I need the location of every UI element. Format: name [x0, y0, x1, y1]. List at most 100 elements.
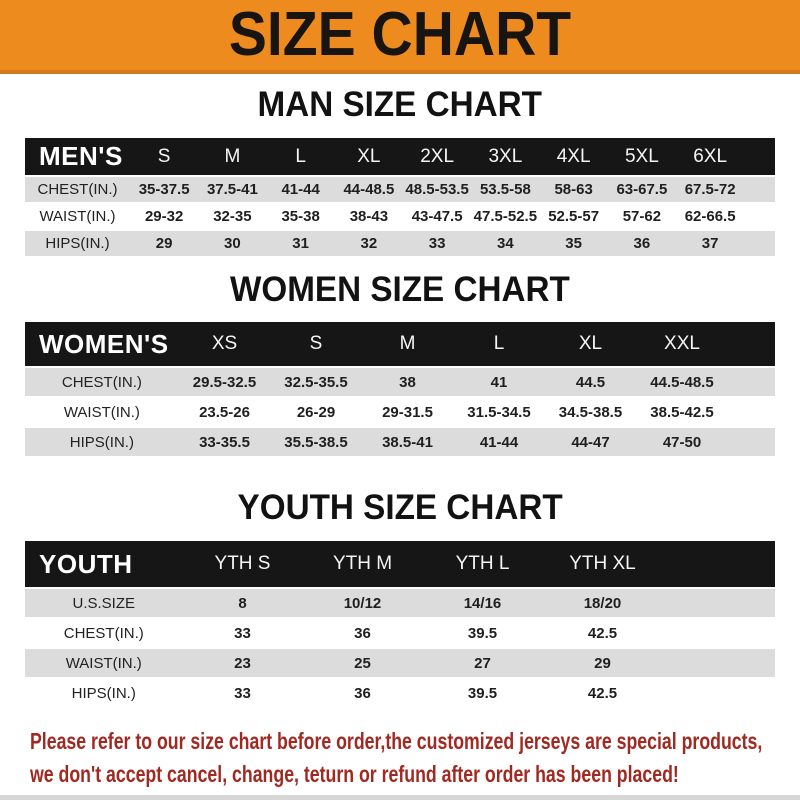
size-cell: 39.5 [422, 619, 543, 647]
size-cell: 14/16 [422, 589, 543, 617]
table-row: WAIST(IN.) 23.5-26 26-29 29-31.5 31.5-34… [25, 398, 775, 426]
cell-filler [744, 177, 775, 202]
size-cell: 32-35 [198, 204, 267, 229]
cell-filler [662, 679, 775, 707]
man-section-heading: MAN SIZE CHART [0, 85, 800, 124]
column-filler [727, 322, 775, 366]
row-label: HIPS(IN.) [25, 231, 130, 256]
table-row: CHEST(IN.) 35-37.5 37.5-41 41-44 44-48.5… [25, 177, 775, 202]
column-header: S [130, 138, 199, 175]
size-cell: 41-44 [453, 428, 545, 456]
column-header: 4XL [539, 138, 608, 175]
table-row: CHEST(IN.) 29.5-32.5 32.5-35.5 38 41 44.… [25, 368, 775, 396]
row-label: HIPS(IN.) [25, 679, 183, 707]
youth-section-heading: YOUTH SIZE CHART [0, 488, 800, 527]
size-cell: 38.5-42.5 [636, 398, 728, 426]
disclaimer-line-1: Please refer to our size chart before or… [30, 728, 763, 754]
row-label: CHEST(IN.) [25, 619, 183, 647]
size-cell: 10/12 [302, 589, 423, 617]
row-label: WAIST(IN.) [25, 649, 183, 677]
size-cell: 34.5-38.5 [544, 398, 637, 426]
cell-filler [744, 231, 775, 256]
size-cell: 37 [676, 231, 745, 256]
size-cell: 29-31.5 [361, 398, 454, 426]
size-cell: 52.5-57 [539, 204, 608, 229]
size-cell: 44.5-48.5 [636, 368, 728, 396]
size-cell: 18/20 [542, 589, 663, 617]
size-cell: 44-48.5 [334, 177, 403, 202]
size-cell: 27 [422, 649, 543, 677]
table-row: HIPS(IN.) 33-35.5 35.5-38.5 38.5-41 41-4… [25, 428, 775, 456]
youth-table-label: YOUTH [25, 541, 183, 587]
column-header: 5XL [607, 138, 676, 175]
size-cell: 36 [607, 231, 676, 256]
size-cell: 34 [471, 231, 540, 256]
cell-filler [727, 428, 775, 456]
cell-filler [744, 204, 775, 229]
column-filler [662, 541, 775, 587]
women-heading-text: WOMEN SIZE CHART [230, 270, 570, 309]
table-row: U.S.SIZE 8 10/12 14/16 18/20 [25, 589, 775, 617]
women-table-label: WOMEN'S [25, 322, 179, 366]
size-cell: 35-37.5 [130, 177, 199, 202]
column-header: YTH L [422, 541, 543, 587]
youth-header-row: YOUTH YTH S YTH M YTH L YTH XL [25, 541, 775, 587]
column-header: XS [178, 322, 271, 366]
row-label: WAIST(IN.) [25, 204, 130, 229]
column-header: YTH M [302, 541, 423, 587]
size-cell: 35.5-38.5 [270, 428, 362, 456]
size-cell: 43-47.5 [403, 204, 472, 229]
size-cell: 44-47 [544, 428, 637, 456]
size-cell: 62-66.5 [676, 204, 745, 229]
cell-filler [727, 398, 775, 426]
bottom-edge-strip [0, 795, 800, 800]
size-cell: 33 [182, 679, 303, 707]
table-row: WAIST(IN.) 29-32 32-35 35-38 38-43 43-47… [25, 204, 775, 229]
page-title: SIZE CHART [228, 0, 572, 69]
column-header: L [266, 138, 335, 175]
size-cell: 30 [198, 231, 267, 256]
size-cell: 58-63 [539, 177, 608, 202]
size-cell: 33-35.5 [178, 428, 271, 456]
table-row: WAIST(IN.) 23 25 27 29 [25, 649, 775, 677]
size-cell: 38-43 [334, 204, 403, 229]
size-cell: 36 [302, 679, 423, 707]
disclaimer-line-2: we don't accept cancel, change, teturn o… [30, 761, 679, 787]
row-label: CHEST(IN.) [25, 368, 179, 396]
men-size-table: MEN'S S M L XL 2XL 3XL 4XL 5XL 6XL CHEST… [25, 136, 775, 258]
row-label: WAIST(IN.) [25, 398, 179, 426]
size-cell: 39.5 [422, 679, 543, 707]
column-header: S [270, 322, 362, 366]
size-cell: 32 [334, 231, 403, 256]
size-cell: 53.5-58 [471, 177, 540, 202]
table-row: CHEST(IN.) 33 36 39.5 42.5 [25, 619, 775, 647]
table-row: HIPS(IN.) 29 30 31 32 33 34 35 36 37 [25, 231, 775, 256]
men-header-row: MEN'S S M L XL 2XL 3XL 4XL 5XL 6XL [25, 138, 775, 175]
size-cell: 31.5-34.5 [453, 398, 545, 426]
men-table-label: MEN'S [25, 138, 130, 175]
table-row: HIPS(IN.) 33 36 39.5 42.5 [25, 679, 775, 707]
size-cell: 47.5-52.5 [471, 204, 540, 229]
size-cell: 23.5-26 [178, 398, 271, 426]
disclaimer-text: Please refer to our size chart before or… [30, 725, 800, 791]
column-header: 3XL [471, 138, 540, 175]
size-cell: 57-62 [607, 204, 676, 229]
size-cell: 29 [130, 231, 199, 256]
size-cell: 32.5-35.5 [270, 368, 362, 396]
size-cell: 42.5 [542, 619, 663, 647]
column-header: XL [544, 322, 637, 366]
size-cell: 47-50 [636, 428, 728, 456]
column-header: YTH XL [542, 541, 663, 587]
women-size-table: WOMEN'S XS S M L XL XXL CHEST(IN.) 29.5-… [25, 320, 775, 458]
column-header: 2XL [403, 138, 472, 175]
size-cell: 35 [539, 231, 608, 256]
cell-filler [662, 619, 775, 647]
cell-filler [662, 589, 775, 617]
youth-size-table: YOUTH YTH S YTH M YTH L YTH XL U.S.SIZE … [25, 539, 775, 709]
column-header: M [198, 138, 267, 175]
size-chart-banner: SIZE CHART [0, 0, 800, 74]
size-cell: 23 [182, 649, 303, 677]
size-cell: 29.5-32.5 [178, 368, 271, 396]
column-header: 6XL [676, 138, 745, 175]
size-cell: 38 [361, 368, 454, 396]
